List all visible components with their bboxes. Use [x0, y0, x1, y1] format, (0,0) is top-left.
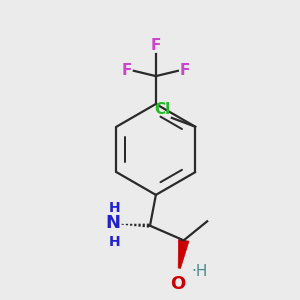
Text: H: H [108, 236, 120, 249]
Polygon shape [178, 239, 189, 268]
Text: F: F [179, 63, 190, 78]
Text: Cl: Cl [154, 102, 170, 117]
Text: O: O [170, 275, 185, 293]
Text: N: N [106, 214, 121, 232]
Text: ·H: ·H [191, 264, 207, 279]
Text: F: F [151, 38, 161, 52]
Text: F: F [122, 63, 132, 78]
Text: H: H [108, 201, 120, 215]
